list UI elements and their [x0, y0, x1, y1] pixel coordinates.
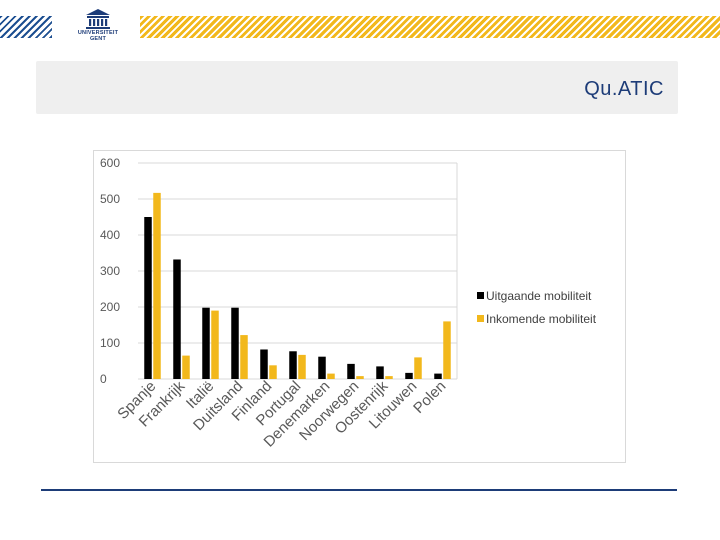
bar: [385, 376, 393, 379]
y-tick-label: 500: [100, 192, 120, 206]
legend-label: Uitgaande mobiliteit: [486, 289, 592, 303]
y-tick-label: 600: [100, 156, 120, 170]
bar: [298, 354, 306, 379]
bar: [414, 357, 422, 379]
bar: [376, 366, 384, 379]
y-tick-label: 300: [100, 264, 120, 278]
chart-frame: 0 100 200 300 400 500 600 Spanje Frankrijk Italië…: [93, 150, 626, 463]
x-tick-label: Polen: [410, 378, 449, 417]
legend-swatch: [477, 292, 484, 299]
bar: [318, 356, 326, 379]
bar: [405, 372, 413, 379]
header-stripe-blue: [0, 16, 52, 38]
bar: [434, 373, 442, 379]
bar: [182, 355, 190, 379]
university-logo: UNIVERSITEIT GENT: [66, 8, 130, 50]
legend-swatch: [477, 315, 484, 322]
bar: [240, 335, 248, 379]
bar: [356, 376, 364, 379]
university-building-icon: [86, 9, 110, 29]
legend-label: Inkomende mobiliteit: [486, 312, 597, 326]
bar: [144, 217, 152, 379]
bar: [231, 307, 239, 379]
bar: [173, 259, 181, 379]
y-tick-label: 400: [100, 228, 120, 242]
slide-title: Qu.ATIC: [584, 78, 664, 100]
y-tick-label: 0: [100, 372, 107, 386]
logo-text-line2: GENT: [89, 36, 107, 42]
title-band: Qu.ATIC: [36, 61, 678, 114]
y-tick-label: 200: [100, 300, 120, 314]
bar: [347, 363, 355, 379]
bar: [269, 365, 277, 379]
footer-divider: [41, 489, 677, 491]
bar: [327, 373, 335, 379]
bar: [260, 349, 268, 379]
bar: [443, 321, 451, 379]
header-stripe-yellow: [140, 16, 720, 38]
y-tick-label: 100: [100, 336, 120, 350]
bar: [211, 310, 219, 379]
mobility-bar-chart: 0100200300400500600SpanjeFrankrijkItalië…: [100, 156, 597, 451]
logo-text-line1: UNIVERSITEIT: [77, 30, 119, 36]
bar: [153, 192, 161, 379]
bar: [289, 351, 297, 379]
bar: [202, 307, 210, 379]
